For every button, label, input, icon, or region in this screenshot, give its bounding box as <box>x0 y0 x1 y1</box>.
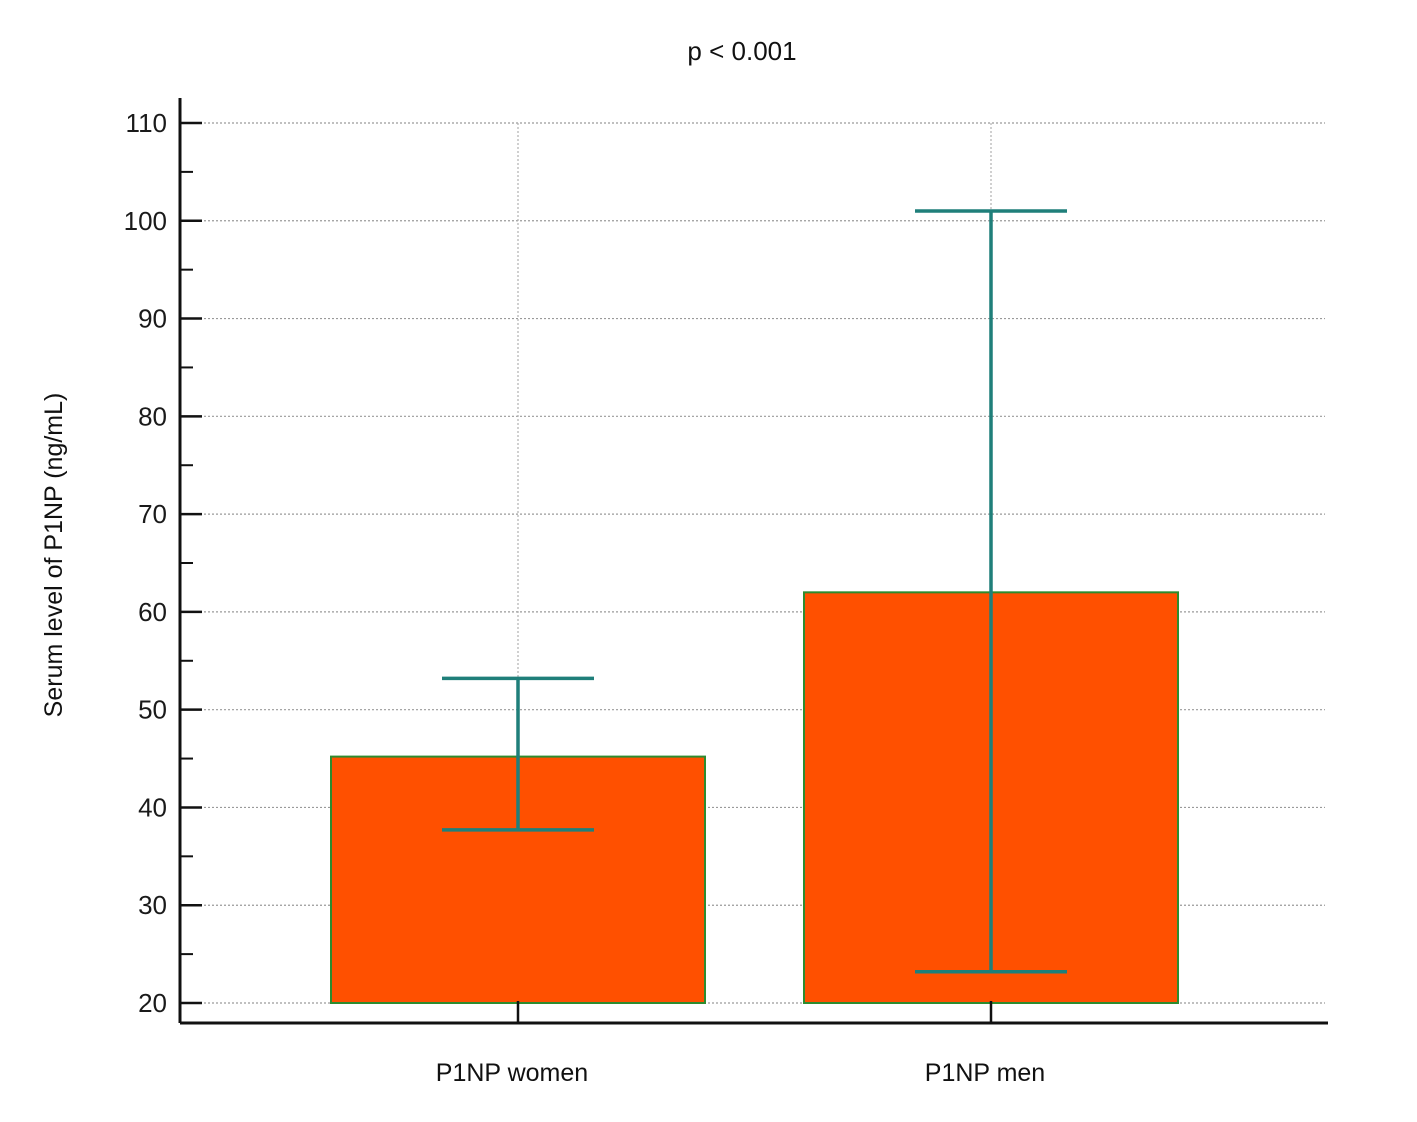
axes <box>178 98 1328 1025</box>
y-tick-label: 40 <box>138 792 167 822</box>
y-axis-title: Serum level of P1NP (ng/mL) <box>40 393 68 718</box>
y-tick-label: 20 <box>138 988 167 1018</box>
bars <box>330 591 1179 1004</box>
y-tick-label: 110 <box>126 108 167 138</box>
x-ticks: P1NP women P1NP men <box>436 1001 1045 1087</box>
y-tick-label: 50 <box>138 695 167 725</box>
x-tick-label: P1NP men <box>925 1059 1045 1087</box>
y-tick-label: 80 <box>138 401 167 431</box>
chart-title: p < 0.001 <box>687 36 796 66</box>
y-tick-label: 30 <box>138 890 167 920</box>
y-tick-label: 70 <box>138 499 167 529</box>
y-tick-label: 90 <box>138 304 167 334</box>
y-ticks: 20 30 40 50 60 70 80 90 100 110 <box>124 108 202 1018</box>
x-tick-label: P1NP women <box>436 1059 588 1087</box>
y-tick-label: 60 <box>138 597 167 627</box>
error-bars <box>442 209 1067 974</box>
y-tick-label: 100 <box>124 206 167 236</box>
